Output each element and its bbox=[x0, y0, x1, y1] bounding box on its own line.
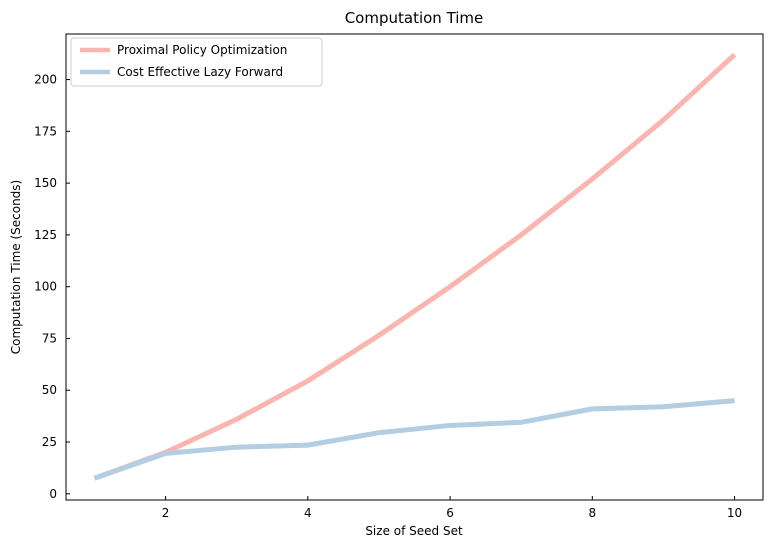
y-axis-ticks: 0 25 50 75 100 125 150 175 200 bbox=[34, 73, 70, 501]
legend: Proximal Policy Optimization Cost Effect… bbox=[70, 37, 323, 87]
y-tick-label: 50 bbox=[42, 383, 57, 397]
y-tick-label: 75 bbox=[42, 331, 57, 345]
plot-frame bbox=[65, 33, 764, 501]
y-tick-label: 100 bbox=[34, 280, 57, 294]
y-tick-label: 0 bbox=[49, 487, 57, 501]
legend-label-celf: Cost Effective Lazy Forward bbox=[117, 65, 283, 79]
x-tick-label: 4 bbox=[304, 506, 312, 520]
legend-label-ppo: Proximal Policy Optimization bbox=[117, 43, 287, 57]
x-axis-label: Size of Seed Set bbox=[365, 524, 463, 538]
series-line-ppo bbox=[93, 52, 737, 481]
y-axis-label: Computation Time (Seconds) bbox=[9, 180, 23, 354]
series-line-celf bbox=[93, 398, 735, 481]
x-axis-ticks: 2 4 6 8 10 bbox=[162, 496, 742, 520]
x-tick-label: 2 bbox=[162, 506, 170, 520]
y-tick-label: 125 bbox=[34, 228, 57, 242]
x-tick-label: 8 bbox=[588, 506, 596, 520]
x-tick-label: 6 bbox=[446, 506, 454, 520]
chart-title: Computation Time bbox=[345, 9, 484, 27]
x-tick-label: 10 bbox=[727, 506, 742, 520]
y-tick-label: 175 bbox=[34, 124, 57, 138]
legend-box bbox=[70, 37, 323, 87]
y-tick-label: 200 bbox=[34, 73, 57, 87]
series-layer bbox=[93, 52, 737, 481]
y-tick-label: 25 bbox=[42, 435, 57, 449]
y-tick-label: 150 bbox=[34, 176, 57, 190]
